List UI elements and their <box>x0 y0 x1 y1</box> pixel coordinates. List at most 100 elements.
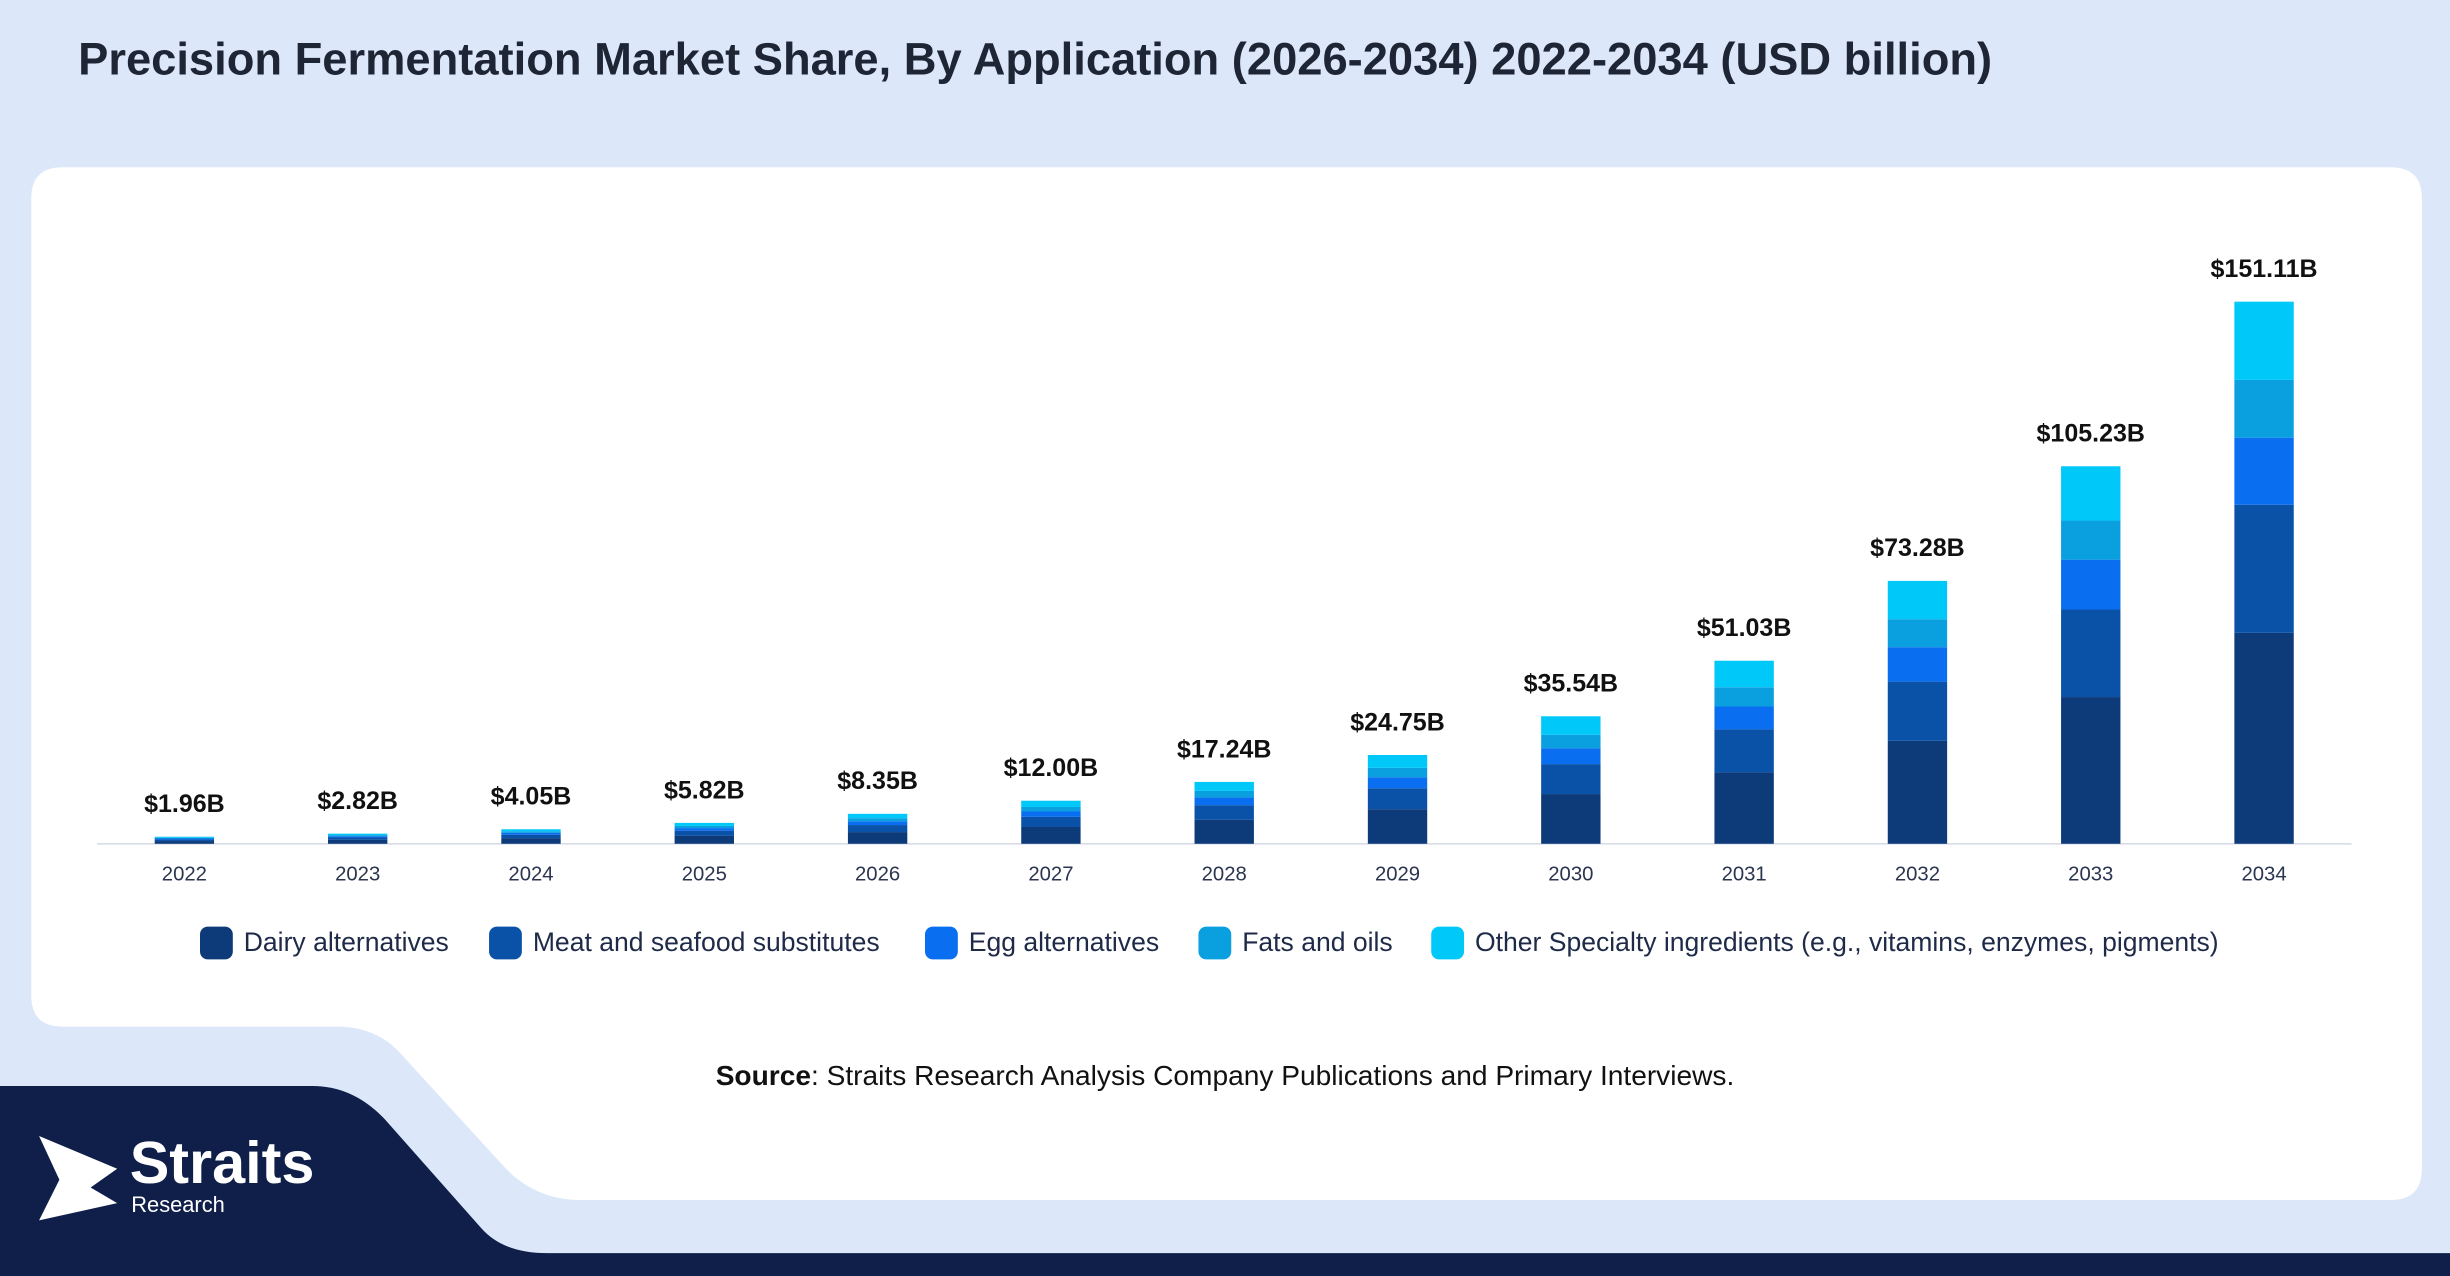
bar-segment <box>1021 826 1081 844</box>
bar-segment <box>501 838 561 844</box>
bar-segment <box>1541 794 1601 844</box>
bar-segment <box>1714 660 1774 688</box>
x-tick-label: 2024 <box>508 863 553 885</box>
x-tick-label: 2023 <box>335 863 380 885</box>
x-tick-label: 2031 <box>1722 863 1767 885</box>
bar-segment <box>327 839 388 844</box>
bar-segment <box>154 837 215 839</box>
bar-segment <box>1541 716 1601 735</box>
bar-segment <box>1021 816 1081 827</box>
bar-segment <box>1367 777 1428 789</box>
bar-segment <box>674 835 734 844</box>
legend-label: Meat and seafood substitutes <box>533 927 880 957</box>
bar-segment <box>2234 437 2294 505</box>
total-label: $24.75B <box>1350 708 1445 736</box>
total-label: $2.82B <box>317 787 398 815</box>
bar-segment <box>1887 647 1948 682</box>
bar-segment <box>1887 580 1948 620</box>
legend-swatch <box>200 926 233 960</box>
bar-segment <box>154 841 215 844</box>
bar-segment <box>2234 632 2294 844</box>
x-tick-label: 2028 <box>1202 863 1247 885</box>
bar-segment <box>1714 687 1774 707</box>
footer-band <box>0 1085 2450 1276</box>
bar-segment <box>1714 706 1774 730</box>
bar-segment <box>674 825 734 829</box>
legend-label: Fats and oils <box>1242 927 1393 957</box>
bar-segment <box>1887 740 1948 844</box>
total-label: $4.05B <box>491 783 572 811</box>
bar-segment <box>847 832 908 844</box>
x-tick-label: 2025 <box>682 863 727 885</box>
bar-segment <box>1887 681 1948 741</box>
bar-segment <box>1367 754 1428 768</box>
card <box>31 167 2422 1201</box>
legend-swatch <box>489 926 522 960</box>
bar-segment <box>327 835 388 837</box>
bar-segment <box>847 813 908 819</box>
legend-label: Other Specialty ingredients (e.g., vitam… <box>1475 927 2219 957</box>
bar-segment <box>2061 609 2121 698</box>
x-tick-label: 2034 <box>2241 863 2286 885</box>
x-tick-label: 2026 <box>855 863 900 885</box>
total-label: $17.24B <box>1177 735 1272 763</box>
x-tick-label: 2027 <box>1028 863 1073 885</box>
logo-name: Straits <box>130 1129 315 1196</box>
legend-swatch <box>925 926 958 960</box>
bar-segment <box>847 825 908 833</box>
bar-segment <box>154 836 215 838</box>
total-label: $12.00B <box>1004 754 1099 782</box>
bar-segment <box>1021 811 1081 817</box>
bar-segment <box>327 837 388 840</box>
legend-label: Egg alternatives <box>969 927 1159 957</box>
bar-segment <box>674 830 734 836</box>
bar-segment <box>2061 697 2121 844</box>
total-label: $105.23B <box>2037 420 2145 448</box>
bar-segment <box>1541 764 1601 795</box>
bar-segment <box>501 832 561 835</box>
total-label: $5.82B <box>664 776 745 804</box>
bar-segment <box>327 836 388 838</box>
chart-title: Precision Fermentation Market Share, By … <box>78 34 1992 85</box>
bar-segment <box>1714 772 1774 844</box>
bar-segment <box>1194 819 1254 844</box>
x-tick-label: 2033 <box>2068 863 2113 885</box>
source-label: Source <box>716 1061 811 1092</box>
bar-segment <box>2061 559 2121 610</box>
logo-icon <box>39 1135 118 1221</box>
x-tick-label: 2030 <box>1548 863 1593 885</box>
bar-segment <box>1541 748 1601 765</box>
bar-segment <box>847 821 908 826</box>
total-label: $73.28B <box>1870 534 1965 562</box>
bar-segment <box>674 822 734 826</box>
bar-segment <box>501 829 561 832</box>
bar-segment <box>2234 301 2294 380</box>
legend-label: Dairy alternatives <box>244 927 449 957</box>
bar-segment <box>847 818 908 822</box>
legend-swatch <box>1431 926 1465 960</box>
x-tick-label: 2032 <box>1895 863 1940 885</box>
bar-segment <box>1714 729 1774 773</box>
bar-segment <box>1194 797 1254 806</box>
total-label: $8.35B <box>837 767 918 795</box>
bar-segment <box>1194 781 1254 791</box>
source: Source: Straits Research Analysis Compan… <box>716 1061 1735 1092</box>
bar-segment <box>154 839 215 842</box>
bar-segment <box>1367 767 1428 778</box>
x-tick-label: 2022 <box>162 863 207 885</box>
bar-segment <box>1021 806 1081 812</box>
bar-segment <box>1194 790 1254 798</box>
bar-segment <box>154 838 215 840</box>
bar-segment <box>1887 619 1948 648</box>
bar-segment <box>501 834 561 839</box>
bar-segment <box>2234 379 2294 438</box>
total-label: $51.03B <box>1697 614 1792 642</box>
bar-segment <box>674 828 734 831</box>
x-tick-label: 2029 <box>1375 863 1420 885</box>
bar-segment <box>1021 800 1081 807</box>
bar-segment <box>2061 520 2121 560</box>
bar-segment <box>1367 788 1428 810</box>
logo-sub: Research <box>131 1192 225 1217</box>
